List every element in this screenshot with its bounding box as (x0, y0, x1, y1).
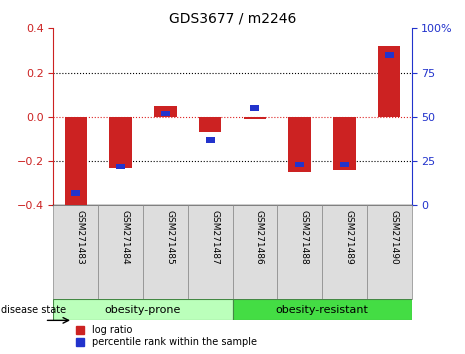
Bar (199, 117, 221, 132)
Bar (232, 205, 277, 299)
Bar (154, 106, 177, 117)
Text: GSM271487: GSM271487 (210, 210, 219, 265)
Bar (295, 162, 304, 167)
Text: GSM271488: GSM271488 (299, 210, 309, 265)
Text: GSM271490: GSM271490 (389, 210, 398, 265)
Text: GSM271484: GSM271484 (120, 210, 130, 265)
Bar (322, 205, 367, 299)
Bar (188, 205, 232, 299)
Bar (116, 164, 125, 169)
Bar (244, 117, 266, 119)
Bar (65, 117, 87, 210)
Text: GSM271485: GSM271485 (166, 210, 174, 265)
Bar (98, 205, 143, 299)
Text: GSM271489: GSM271489 (345, 210, 353, 265)
Legend: log ratio, percentile rank within the sample: log ratio, percentile rank within the sa… (76, 325, 257, 347)
Bar (206, 137, 214, 143)
Text: disease state: disease state (1, 305, 66, 315)
Bar (378, 46, 400, 117)
Bar (385, 52, 393, 58)
Text: obesity-prone: obesity-prone (105, 305, 181, 315)
Bar (340, 162, 349, 167)
Bar (232, 299, 412, 320)
Text: obesity-resistant: obesity-resistant (276, 305, 368, 315)
Bar (72, 190, 80, 196)
Bar (288, 117, 311, 172)
Bar (143, 205, 188, 299)
Bar (53, 205, 98, 299)
Bar (53, 299, 232, 320)
Bar (161, 110, 170, 116)
Bar (367, 205, 412, 299)
Text: GSM271486: GSM271486 (255, 210, 264, 265)
Bar (109, 117, 132, 168)
Text: GSM271483: GSM271483 (76, 210, 85, 265)
Bar (250, 105, 259, 111)
Bar (277, 205, 322, 299)
Title: GDS3677 / m2246: GDS3677 / m2246 (169, 12, 296, 26)
Bar (333, 117, 356, 170)
